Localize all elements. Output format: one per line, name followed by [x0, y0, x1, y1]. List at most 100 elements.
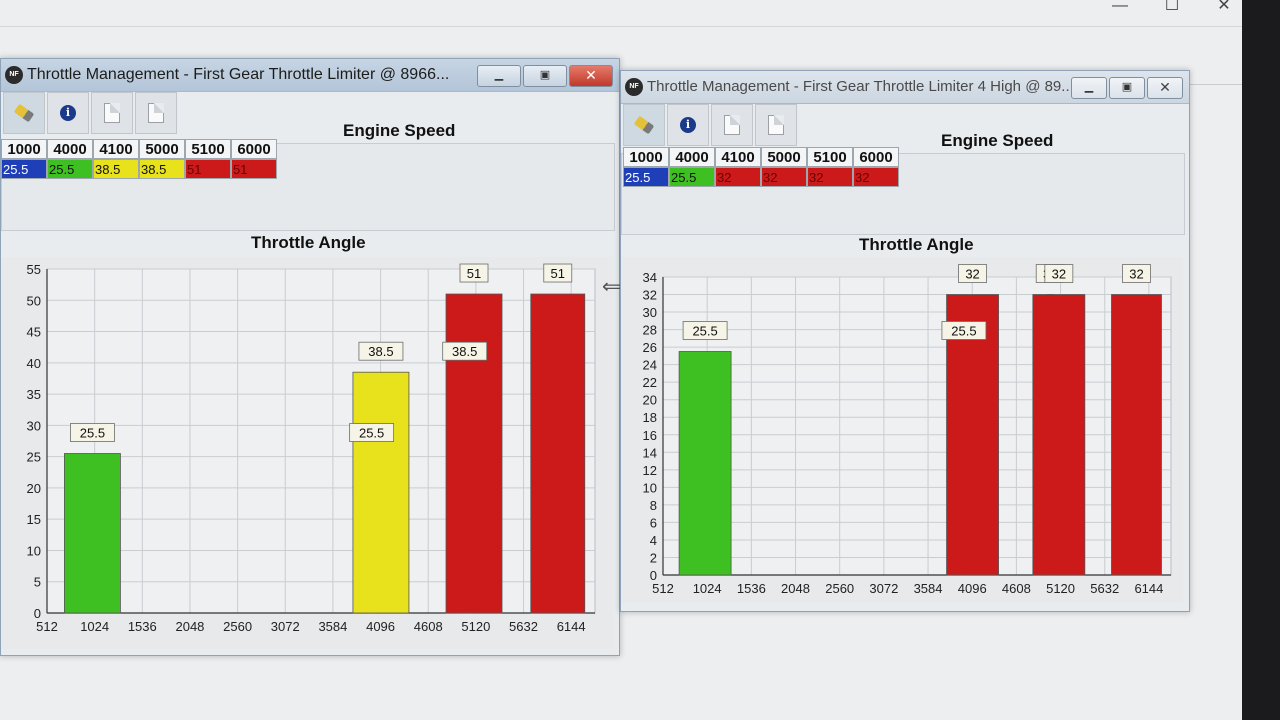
pencil-icon [633, 115, 655, 135]
document-icon [724, 115, 740, 135]
plot-area [662, 276, 1172, 576]
engine-speed-header-row: 1000 4000 4100 5000 5100 6000 [1, 139, 277, 159]
throttle-value-cell[interactable]: 51 [231, 159, 277, 179]
data-label-box [349, 423, 395, 442]
x-tick-label: 2560 [223, 619, 252, 634]
x-tick-label: 4608 [414, 619, 443, 634]
data-label: 51 [551, 266, 565, 281]
minimize-button[interactable]: ▁ [1071, 77, 1107, 99]
rpm-header-cell: 4000 [669, 147, 715, 167]
y-tick-label: 10 [27, 543, 41, 558]
data-label: 38.5 [368, 344, 393, 359]
y-tick-label: 25 [27, 450, 41, 465]
throttle-value-cell[interactable]: 38.5 [93, 159, 139, 179]
rpm-header-cell: 5000 [139, 139, 185, 159]
x-tick-label: 512 [36, 619, 58, 634]
throttle-value-cell[interactable]: 32 [715, 167, 761, 187]
edit-tool-button[interactable] [3, 92, 45, 134]
throttle-value-cell[interactable]: 32 [807, 167, 853, 187]
x-tick-label: 4608 [1002, 581, 1031, 596]
close-button[interactable]: ✕ [569, 65, 613, 87]
data-label-box [442, 341, 488, 361]
throttle-chart-area: 0 2 4 6 8 10 12 14 16 18 20 22 24 26 28 30 32 34 512 1024 15… [621, 257, 1183, 603]
y-tick-label: 18 [643, 410, 657, 425]
throttle-value-cell[interactable]: 32 [853, 167, 899, 187]
info-icon: i [680, 117, 696, 133]
document-button[interactable] [91, 92, 133, 134]
engine-speed-title: Engine Speed [343, 121, 456, 140]
throttle-value-cell[interactable]: 32 [761, 167, 807, 187]
background-close-button[interactable]: ✕ [1217, 0, 1231, 14]
data-label-box [958, 264, 987, 283]
rpm-header-cell: 1000 [1, 139, 47, 159]
y-tick-label: 32 [643, 288, 657, 303]
close-icon: ✕ [585, 67, 597, 83]
rpm-header-cell: 1000 [623, 147, 669, 167]
info-button[interactable]: i [47, 92, 89, 134]
maximize-button[interactable]: ▣ [523, 65, 567, 87]
throttle-value-cell[interactable]: 25.5 [1, 159, 47, 179]
window-title: Throttle Management - First Gear Throttl… [27, 66, 450, 83]
info-icon: i [60, 105, 76, 121]
y-tick-label: 14 [643, 445, 657, 460]
caption-buttons: ▁ ▣ ✕ [1071, 77, 1183, 99]
bar [678, 351, 732, 576]
pencil-icon [13, 103, 35, 123]
x-tick-label: 5120 [1046, 581, 1075, 596]
x-tick-label: 3072 [869, 581, 898, 596]
x-tick-label: 4096 [366, 619, 395, 634]
monitor-bezel [1242, 0, 1280, 720]
title-bar[interactable]: NF Throttle Management - First Gear Thro… [621, 71, 1189, 104]
y-tick-label: 0 [34, 606, 41, 621]
x-tick-label: 3072 [271, 619, 300, 634]
throttle-angle-title: Throttle Angle [859, 235, 974, 254]
throttle-value-cell[interactable]: 25.5 [669, 167, 715, 187]
y-tick-label: 5 [34, 575, 41, 590]
rpm-header-cell: 4100 [93, 139, 139, 159]
caption-buttons: ▁ ▣ ✕ [477, 65, 613, 87]
background-caption-controls: — ☐ ✕ [1094, 0, 1250, 16]
throttle-value-cell[interactable]: 38.5 [139, 159, 185, 179]
title-bar[interactable]: NF Throttle Management - First Gear Thro… [1, 59, 619, 92]
document-button[interactable] [711, 104, 753, 146]
document-icon [104, 103, 120, 123]
close-icon: ✕ [1159, 79, 1171, 95]
bar [1111, 294, 1162, 576]
minimize-button[interactable]: ▁ [477, 65, 521, 87]
data-label: 38.5 [452, 344, 477, 359]
x-tick-label: 5632 [509, 619, 538, 634]
minimize-icon: ▁ [1084, 81, 1094, 93]
data-label: 32 [1052, 267, 1066, 282]
data-label: 25.5 [692, 324, 717, 339]
app-logo-icon: NF [625, 78, 643, 96]
background-restore-button[interactable]: ☐ [1164, 0, 1180, 14]
document-button-2[interactable] [755, 104, 797, 146]
x-tick-label: 6144 [557, 619, 586, 634]
throttle-value-cell[interactable]: 51 [185, 159, 231, 179]
y-tick-label: 40 [27, 356, 41, 371]
data-label: 32 [965, 267, 979, 282]
maximize-icon: ▣ [539, 69, 551, 81]
document-button-2[interactable] [135, 92, 177, 134]
x-tick-label: 1536 [737, 581, 766, 596]
y-tick-label: 4 [650, 533, 657, 548]
edit-tool-button[interactable] [623, 104, 665, 146]
background-minimize-button[interactable]: — [1112, 0, 1128, 14]
throttle-value-cell[interactable]: 25.5 [47, 159, 93, 179]
y-tick-label: 6 [650, 515, 657, 530]
x-tick-label: 6144 [1134, 581, 1163, 596]
y-tick-label: 50 [27, 293, 41, 308]
close-button[interactable]: ✕ [1147, 77, 1183, 99]
background-window-border [0, 26, 1242, 27]
maximize-button[interactable]: ▣ [1109, 77, 1145, 99]
app-logo-icon: NF [5, 66, 23, 84]
data-label-box [1122, 264, 1151, 283]
y-tick-label: 45 [27, 325, 41, 340]
plot-area [46, 268, 596, 614]
x-tick-label: 2048 [175, 619, 204, 634]
data-label: 25.5 [951, 324, 976, 339]
x-tick-label: 4096 [958, 581, 987, 596]
y-tick-label: 30 [643, 305, 657, 320]
info-button[interactable]: i [667, 104, 709, 146]
throttle-value-cell[interactable]: 25.5 [623, 167, 669, 187]
